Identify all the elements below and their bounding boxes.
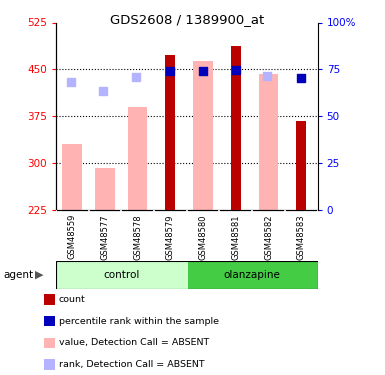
Text: value, Detection Call = ABSENT: value, Detection Call = ABSENT xyxy=(59,338,209,347)
Point xyxy=(298,75,305,81)
Point xyxy=(200,68,206,74)
Text: rank, Detection Call = ABSENT: rank, Detection Call = ABSENT xyxy=(59,360,204,369)
Text: GSM48579: GSM48579 xyxy=(166,214,175,260)
Text: GSM48581: GSM48581 xyxy=(231,214,240,260)
Bar xyxy=(187,261,318,289)
Bar xyxy=(128,107,147,210)
Bar xyxy=(193,61,213,210)
Point xyxy=(233,67,239,73)
Point xyxy=(133,74,139,80)
Text: ▶: ▶ xyxy=(35,270,44,280)
Text: GSM48559: GSM48559 xyxy=(68,214,77,260)
Text: percentile rank within the sample: percentile rank within the sample xyxy=(59,316,219,326)
Text: olanzapine: olanzapine xyxy=(224,270,281,280)
Text: GDS2608 / 1389900_at: GDS2608 / 1389900_at xyxy=(110,13,264,26)
Bar xyxy=(62,144,82,210)
Point xyxy=(167,68,173,74)
Text: control: control xyxy=(103,270,139,280)
Text: GSM48578: GSM48578 xyxy=(133,214,142,260)
Bar xyxy=(95,168,115,210)
Bar xyxy=(166,55,175,210)
Point xyxy=(264,73,270,79)
Point xyxy=(100,88,106,94)
Text: count: count xyxy=(59,295,85,304)
Point xyxy=(67,79,74,85)
Bar xyxy=(56,261,187,289)
Bar xyxy=(296,121,306,210)
Bar xyxy=(259,74,278,210)
Text: GSM48583: GSM48583 xyxy=(297,214,306,260)
Text: agent: agent xyxy=(4,270,34,280)
Bar xyxy=(231,46,241,210)
Text: GSM48582: GSM48582 xyxy=(264,214,273,260)
Text: GSM48580: GSM48580 xyxy=(199,214,208,260)
Text: GSM48577: GSM48577 xyxy=(100,214,109,260)
